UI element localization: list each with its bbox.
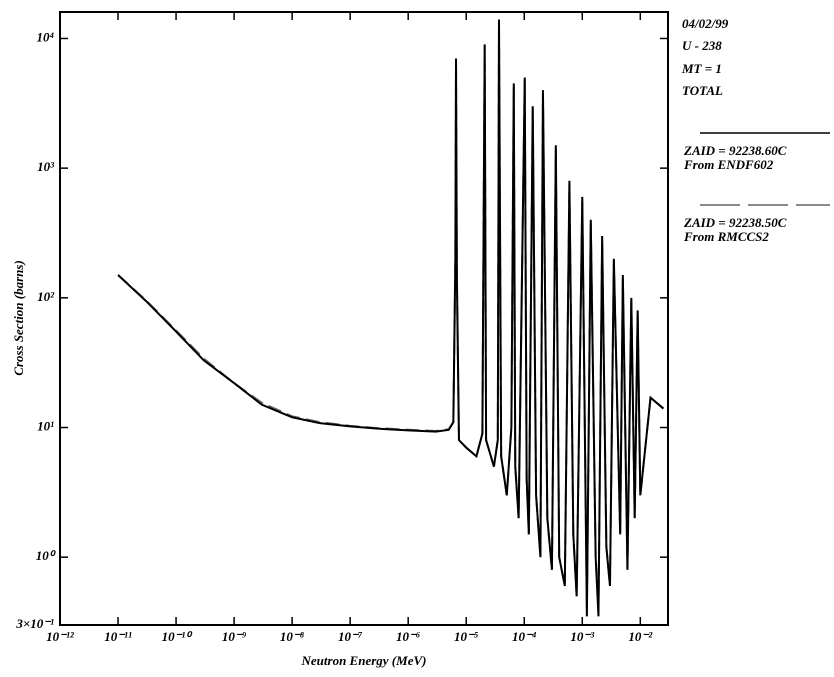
legend-source: From ENDF602 xyxy=(683,157,774,172)
annotation: U - 238 xyxy=(682,38,722,53)
x-tick-label: 10⁻⁹ xyxy=(222,629,247,644)
y-tick-label: 3×10⁻¹ xyxy=(15,616,54,631)
legend-label: ZAID = 92238.60C xyxy=(683,143,787,158)
y-tick-label: 10⁰ xyxy=(36,548,57,563)
y-tick-label: 10³ xyxy=(37,159,55,174)
data-line xyxy=(117,19,665,617)
legend-label: ZAID = 92238.50C xyxy=(683,215,787,230)
x-tick-label: 10⁻² xyxy=(628,629,653,644)
x-tick-label: 10⁻⁶ xyxy=(396,629,420,644)
plot-frame xyxy=(59,11,669,626)
x-tick-label: 10⁻⁵ xyxy=(454,629,479,644)
y-tick-label: 10² xyxy=(37,289,55,304)
x-tick-label: 10⁻³ xyxy=(570,629,595,644)
y-tick-label: 10⁴ xyxy=(36,29,54,44)
legend-source: From RMCCS2 xyxy=(683,229,769,244)
annotation: 04/02/99 xyxy=(682,16,729,31)
x-tick-label: 10⁻⁷ xyxy=(338,629,363,644)
x-tick-label: 10⁻⁴ xyxy=(512,629,537,644)
x-axis-label: Neutron Energy (MeV) xyxy=(301,653,427,668)
y-axis-label: Cross Section (barns) xyxy=(11,260,26,376)
x-tick-label: 10⁻¹⁰ xyxy=(162,629,194,644)
x-tick-label: 10⁻¹² xyxy=(46,629,75,644)
y-tick-label: 10¹ xyxy=(37,418,54,433)
annotation: TOTAL xyxy=(682,83,723,98)
x-tick-label: 10⁻⁸ xyxy=(280,629,305,644)
annotation: MT = 1 xyxy=(681,61,722,76)
x-tick-label: 10⁻¹¹ xyxy=(104,629,132,644)
